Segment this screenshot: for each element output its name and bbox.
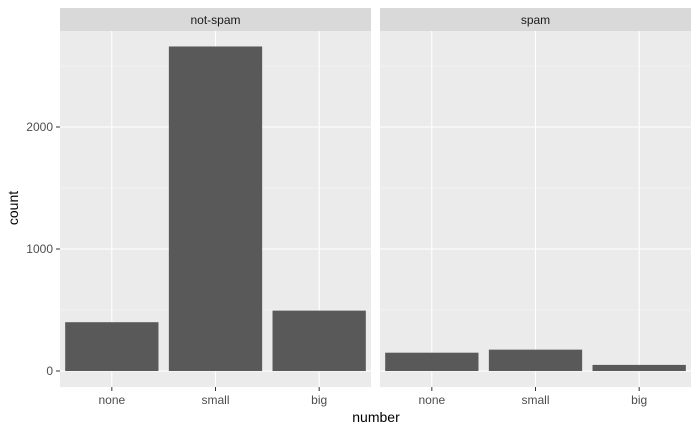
x-tick-label: none [98, 393, 125, 407]
bar-big [592, 364, 686, 371]
facet-panel: not-spam [60, 8, 371, 387]
facet-strip-label: spam [521, 13, 550, 27]
y-tick-label: 1000 [26, 242, 53, 256]
facet-panels: not-spam spam [60, 8, 691, 387]
y-tick-label: 0 [46, 364, 53, 378]
bar-none [65, 322, 159, 371]
x-tick-label: big [311, 393, 327, 407]
x-tick-label: none [418, 393, 445, 407]
bar-small [168, 46, 263, 371]
x-tick-label: small [201, 393, 229, 407]
facet-strip [60, 8, 371, 31]
facet-strip-label: not-spam [190, 13, 240, 27]
bar-small [488, 349, 583, 371]
x-tick-label: small [521, 393, 549, 407]
x-axes: none small big none small big [98, 387, 647, 407]
x-tick-label: big [631, 393, 647, 407]
y-axis-title: count [5, 191, 21, 225]
y-axis: 0 1000 2000 [26, 120, 60, 378]
y-tick-label: 2000 [26, 120, 53, 134]
facet-panel: spam [380, 8, 691, 387]
facet-strip [380, 8, 691, 31]
bar-none [385, 352, 479, 371]
x-axis-title: number [352, 409, 400, 425]
bar-big [272, 310, 366, 371]
